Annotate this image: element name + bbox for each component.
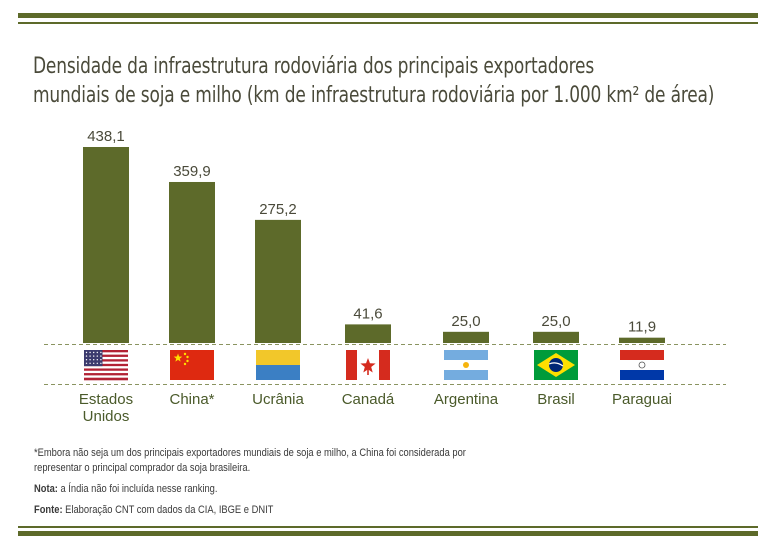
bar-5	[533, 331, 579, 343]
bar-6	[619, 337, 665, 343]
bottom-rule-thick	[18, 531, 758, 536]
argentina-flag-icon	[444, 350, 488, 380]
tick-label-5-0: Brasil	[537, 391, 575, 408]
bar-4	[443, 331, 489, 343]
bar-3	[345, 324, 391, 343]
tick-label-2-0: Ucrânia	[252, 391, 304, 408]
data-label-4: 25,0	[451, 313, 480, 330]
top-rule-thin	[18, 22, 758, 24]
notes-block: *Embora não seja um dos principais expor…	[34, 446, 534, 518]
chart-title-line-1: Densidade da infraestrutura rodoviária d…	[33, 54, 595, 79]
fonte-line: Fonte: Elaboração CNT com dados da CIA, …	[34, 503, 459, 518]
usa-flag-icon	[84, 350, 128, 381]
footnote-line-2: representar o principal comprador da soj…	[34, 462, 251, 474]
tick-label-6-0: Paraguai	[612, 391, 672, 408]
data-label-1: 359,9	[173, 163, 211, 180]
tick-label-0-0: Estados	[79, 391, 133, 408]
tick-label-1-0: China*	[169, 391, 214, 408]
nota-line: Nota: a Índia não foi incluída nesse ran…	[34, 482, 459, 497]
tick-label-4-0: Argentina	[434, 391, 499, 408]
paraguay-flag-icon	[620, 350, 664, 380]
bottom-rule-thin	[18, 526, 758, 528]
data-label-6: 11,9	[628, 319, 656, 336]
brazil-flag-icon	[534, 350, 578, 380]
data-label-0: 438,1	[87, 128, 125, 145]
nota-text: a Índia não foi incluída nesse ranking.	[57, 483, 218, 495]
nota-label: Nota:	[34, 483, 58, 495]
bar-1	[169, 181, 215, 343]
chart-title-line-2: mundiais de soja e milho (km de infraest…	[33, 83, 715, 108]
data-label-2: 275,2	[259, 201, 297, 218]
fonte-text: Elaboração CNT com dados da CIA, IBGE e …	[62, 504, 274, 516]
fonte-label: Fonte:	[34, 504, 63, 516]
chart-title: Densidade da infraestrutura rodoviária d…	[33, 52, 753, 110]
bar-2	[255, 219, 301, 343]
canada-flag-icon	[346, 350, 390, 380]
data-label-3: 41,6	[353, 305, 382, 322]
tick-label-3-0: Canadá	[342, 391, 395, 408]
top-rule-thick	[18, 13, 758, 18]
tick-label-0-1: Unidos	[83, 408, 130, 425]
data-label-5: 25,0	[541, 313, 570, 330]
footnote-line-1: *Embora não seja um dos principais expor…	[34, 447, 466, 459]
bar-0	[83, 147, 129, 343]
china-flag-icon	[170, 350, 214, 380]
ukraine-flag-icon	[256, 350, 300, 380]
